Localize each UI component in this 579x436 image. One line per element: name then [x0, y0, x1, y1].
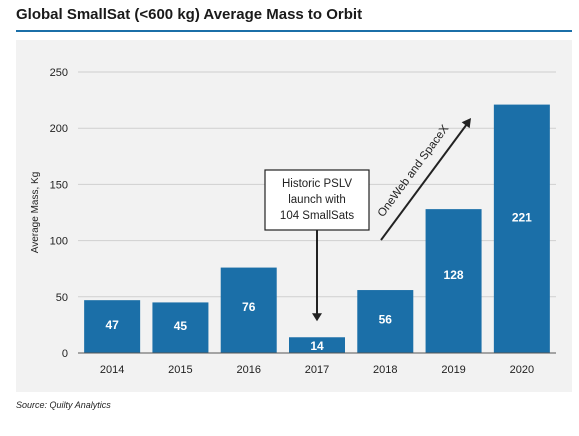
bar — [493, 104, 550, 353]
pslv-callout-box — [264, 169, 370, 231]
bar — [357, 290, 414, 353]
bar-chart: 0 50 100 150 200 250 Average Mass, Kg 47 2014 45 2… — [30, 67, 556, 376]
bar-value-label: 56 — [379, 312, 393, 326]
pslv-arrow-head — [312, 313, 322, 322]
bar-value-label: 14 — [310, 339, 324, 353]
y-tick-label: 100 — [50, 236, 68, 248]
bar — [84, 300, 141, 353]
pslv-callout-text: launch with — [288, 194, 346, 206]
y-tick-label: 150 — [50, 179, 68, 191]
bar-value-label: 128 — [444, 268, 464, 282]
x-tick-label: 2017 — [305, 364, 329, 376]
x-tick-label: 2014 — [100, 364, 124, 376]
bar — [289, 337, 345, 353]
y-tick-label: 200 — [50, 123, 68, 135]
x-tick-label: 2016 — [236, 364, 260, 376]
y-axis-label: Average Mass, Kg — [30, 172, 41, 254]
x-tick-label: 2015 — [168, 364, 192, 376]
pslv-callout-text: 104 SmallSats — [280, 210, 354, 222]
title-divider — [16, 30, 572, 32]
x-tick-label: 2019 — [441, 364, 465, 376]
y-tick-label: 0 — [62, 348, 68, 360]
bar — [425, 209, 482, 353]
chart-panel: 0 50 100 150 200 250 Average Mass, Kg 47 2014 45 2… — [16, 40, 572, 392]
growth-arrow-shaft — [380, 123, 468, 241]
bar-value-label: 45 — [174, 319, 188, 333]
bar — [152, 302, 209, 353]
bar-value-label: 76 — [242, 300, 256, 314]
bar — [220, 267, 277, 353]
bar-value-label: 47 — [105, 318, 119, 332]
bar-value-label: 221 — [512, 210, 532, 224]
x-tick-label: 2020 — [510, 364, 534, 376]
x-tick-label: 2018 — [373, 364, 397, 376]
pslv-callout-text: Historic PSLV — [282, 178, 352, 190]
y-tick-label: 50 — [56, 292, 68, 304]
y-tick-label: 250 — [50, 67, 68, 79]
oneweb-spacex-label: OneWeb and SpaceX — [376, 123, 452, 220]
chart-title: Global SmallSat (<600 kg) Average Mass t… — [16, 6, 363, 23]
growth-arrow-head — [461, 118, 471, 129]
source-note: Source: Quilty Analytics — [16, 400, 111, 410]
